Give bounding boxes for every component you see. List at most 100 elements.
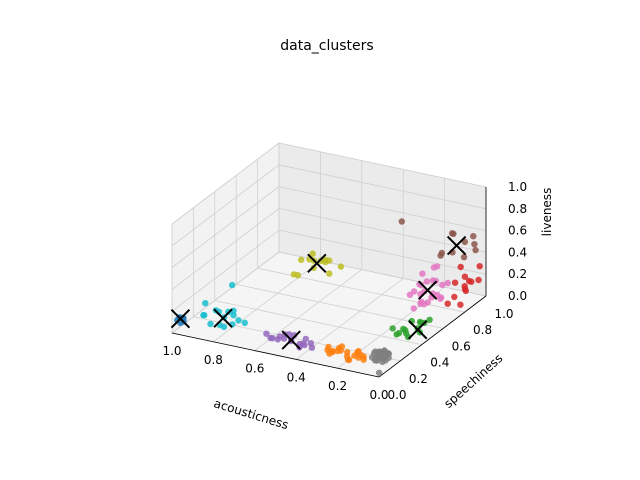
grid-z-ywall xyxy=(278,186,487,231)
scatter-point xyxy=(230,312,237,319)
grid-z-xwall xyxy=(171,142,280,225)
grid-y-floor xyxy=(214,300,422,345)
chart-title: data_clusters xyxy=(280,38,373,54)
scatter-point xyxy=(457,263,464,271)
z-tick-label: 1.0 xyxy=(508,180,527,194)
scatter-point xyxy=(451,279,459,286)
y-tick-label: 0.2 xyxy=(409,372,428,386)
scatter-point xyxy=(376,352,383,359)
scatter-point xyxy=(461,238,469,246)
centroid-stroke xyxy=(408,319,428,340)
centroid-stroke xyxy=(446,235,467,256)
grid-z-ywall xyxy=(278,208,487,253)
grid-z-ywall xyxy=(278,164,487,210)
scatter-point xyxy=(389,325,396,332)
scatter-point xyxy=(472,246,479,254)
scatter-point xyxy=(290,271,298,278)
scatter-point xyxy=(419,270,426,277)
scatter-point xyxy=(439,281,446,289)
scatter-point xyxy=(280,335,288,342)
scatter-point xyxy=(207,320,214,328)
scatter-point xyxy=(355,348,362,355)
scatter-point xyxy=(269,335,276,342)
grid-z-xwall xyxy=(171,229,280,312)
scatter-point xyxy=(398,218,405,225)
x-tick-label: 0.0 xyxy=(369,388,388,402)
centroid-markers xyxy=(170,235,467,350)
scatter-point xyxy=(263,330,270,337)
scatter-point xyxy=(400,325,407,333)
x-tick-label: 1.0 xyxy=(162,344,181,358)
scatter-point xyxy=(344,348,351,356)
centroid-stroke xyxy=(213,308,233,328)
y-axis-label: speechiness xyxy=(441,351,505,411)
x-tick-label: 0.2 xyxy=(328,379,347,393)
grid-z-ywall xyxy=(278,142,487,188)
x-axis-line xyxy=(171,332,380,378)
grid-z-xwall xyxy=(171,208,280,290)
scatter-point xyxy=(371,357,379,364)
centroid-marker xyxy=(417,280,438,300)
scatter-point xyxy=(302,335,309,343)
scatter-point xyxy=(468,278,475,285)
scatter-point xyxy=(444,279,451,287)
grid-z-xwall xyxy=(171,186,280,268)
centroid-stroke xyxy=(281,330,301,350)
scatter-point xyxy=(424,299,431,306)
grid-z-xwall xyxy=(171,164,280,247)
scatter-point xyxy=(437,295,444,302)
centroid-stroke xyxy=(170,308,191,329)
scatter-point xyxy=(461,273,469,280)
scatter-point xyxy=(430,264,438,271)
scatter-point xyxy=(444,300,451,307)
scatter-point xyxy=(471,241,478,248)
scatter-point xyxy=(457,301,464,308)
y-tick-label: 0.8 xyxy=(473,323,492,337)
scatter-point xyxy=(451,293,458,301)
z-tick-label: 0.4 xyxy=(508,245,527,259)
tick-labels: 0.00.20.40.60.81.00.00.20.40.60.81.00.00… xyxy=(162,180,527,402)
x-tick-label: 0.4 xyxy=(287,370,306,384)
centroid-marker xyxy=(307,253,327,273)
scatter-point xyxy=(335,344,343,352)
scatter-point xyxy=(309,250,316,257)
y-tick-label: 0.0 xyxy=(387,388,406,402)
scatter-point xyxy=(449,230,456,237)
centroid-marker xyxy=(408,319,428,340)
y-tick-label: 0.4 xyxy=(430,356,449,370)
centroid-stroke xyxy=(417,280,438,300)
scatter-point xyxy=(375,369,383,376)
x-axis-label: acousticness xyxy=(212,396,290,432)
centroid-marker xyxy=(446,235,467,256)
scatter-point xyxy=(326,270,333,277)
scatter-point xyxy=(475,276,482,284)
scatter-point xyxy=(291,332,298,339)
grid-x-floor xyxy=(171,251,280,334)
scatter-point xyxy=(325,343,332,351)
scatter-point xyxy=(337,263,345,270)
z-tick-label: 0.8 xyxy=(508,202,527,216)
z-tick-label: 0.2 xyxy=(508,267,527,281)
scatter-point xyxy=(360,356,367,363)
centroid-marker xyxy=(170,308,191,329)
scatter-point xyxy=(274,336,281,343)
scatter-point xyxy=(322,258,329,266)
scatter-point xyxy=(423,278,430,285)
x-tick-label: 0.8 xyxy=(204,353,223,367)
z-tick-label: 0.6 xyxy=(508,224,527,238)
z-tick-label: 0.0 xyxy=(508,289,527,303)
centroid-stroke xyxy=(307,253,327,273)
scatter-point xyxy=(344,356,352,363)
scatter-point xyxy=(326,350,333,357)
centroid-marker xyxy=(281,330,301,350)
scatter-point xyxy=(308,344,316,351)
y-tick-label: 1.0 xyxy=(494,307,513,321)
scatter-point xyxy=(310,264,317,272)
scatter-point xyxy=(461,283,468,290)
scatter-point xyxy=(381,350,388,357)
scatter-point xyxy=(202,300,209,307)
scatter-point xyxy=(406,291,414,298)
centroid-marker xyxy=(213,308,233,328)
scatter-point xyxy=(470,233,477,240)
